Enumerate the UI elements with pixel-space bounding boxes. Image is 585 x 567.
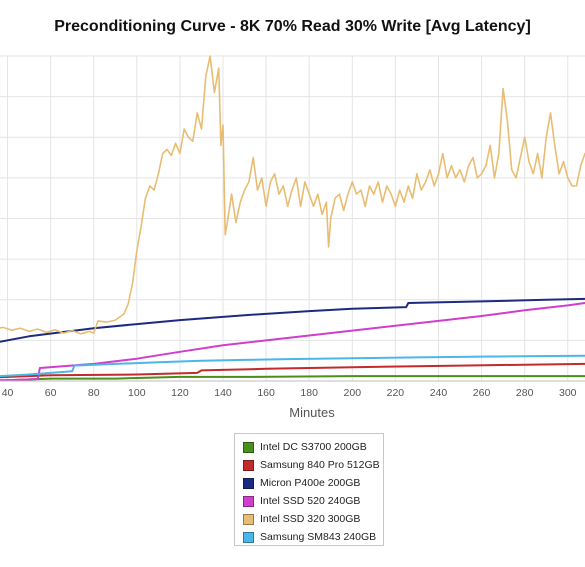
- x-tick-label: 60: [45, 387, 57, 399]
- x-tick-labels: 40 60 80 100 120 140 160 180 200 220 240 260 280 300: [2, 387, 577, 399]
- x-tick-label: 40: [2, 387, 14, 399]
- legend-entry-6: Samsung SM843 240GB: [243, 528, 383, 546]
- x-tick-label: 100: [128, 387, 146, 399]
- legend-entry-2: Samsung 840 Pro 512GB: [243, 456, 383, 474]
- x-tick-label: 260: [473, 387, 491, 399]
- series-line-1: [0, 375, 585, 382]
- legend-swatch: [243, 495, 254, 507]
- x-tick-label: 160: [257, 387, 275, 399]
- legend-label: Samsung SM843 240GB: [260, 531, 377, 543]
- x-axis-label: Minutes: [289, 405, 335, 420]
- series-line-5: [0, 55, 585, 335]
- legend-swatch: [243, 441, 254, 453]
- x-tick-label: 120: [171, 387, 189, 399]
- x-tick-label: 240: [430, 387, 448, 399]
- x-tick-label: 180: [300, 387, 318, 399]
- x-tick-label: 220: [387, 387, 405, 399]
- legend-label: Intel DC S3700 200GB: [260, 441, 367, 453]
- legend-swatch: [243, 513, 254, 525]
- legend-label: Samsung 840 Pro 512GB: [260, 459, 380, 471]
- series-line-6: [0, 354, 585, 378]
- legend-entry-3: Micron P400e 200GB: [243, 474, 383, 492]
- series-line-3: [0, 297, 585, 343]
- legend-entry-5: Intel SSD 320 300GB: [243, 510, 383, 528]
- legend-label: Intel SSD 320 300GB: [260, 513, 361, 525]
- legend-swatch: [243, 459, 254, 471]
- series-line-2: [0, 362, 585, 379]
- series-layer: [0, 55, 585, 382]
- legend-entry-1: Intel DC S3700 200GB: [243, 438, 383, 456]
- legend-swatch: [243, 531, 254, 543]
- series-line-4: [0, 302, 585, 382]
- x-tick-label: 300: [559, 387, 577, 399]
- legend-label: Micron P400e 200GB: [260, 477, 361, 489]
- legend-swatch: [243, 477, 254, 489]
- x-tick-label: 80: [88, 387, 100, 399]
- legend: Intel DC S3700 200GB Samsung 840 Pro 512G…: [234, 433, 384, 546]
- legend-label: Intel SSD 520 240GB: [260, 495, 361, 507]
- x-tick-label: 140: [214, 387, 232, 399]
- x-tick-label: 200: [344, 387, 362, 399]
- legend-entry-4: Intel SSD 520 240GB: [243, 492, 383, 510]
- grid-lines: [0, 55, 585, 382]
- x-tick-label: 280: [516, 387, 534, 399]
- chart-title: Preconditioning Curve - 8K 70% Read 30% …: [54, 18, 531, 35]
